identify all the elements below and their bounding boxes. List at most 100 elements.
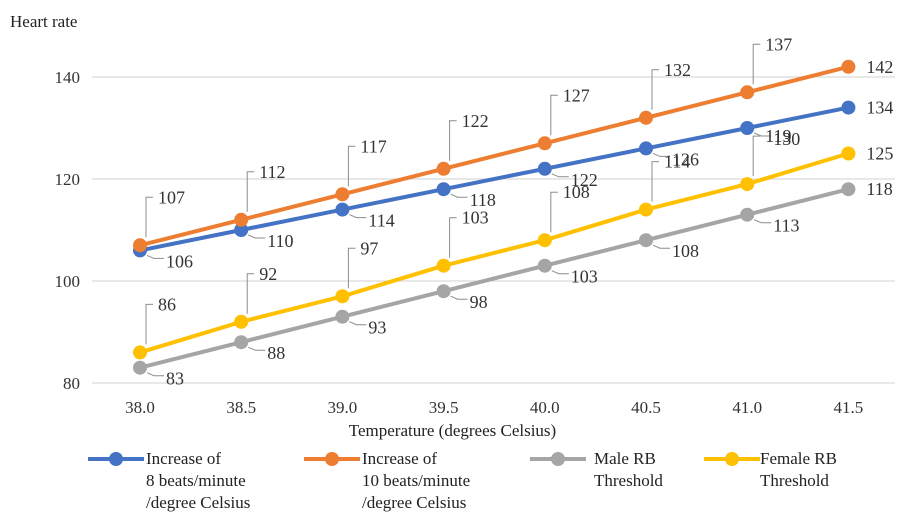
- legend-swatch: [304, 452, 360, 466]
- leader-line: [450, 193, 468, 198]
- data-point: [537, 136, 552, 151]
- leader-line: [450, 295, 468, 300]
- leader-line: [652, 244, 670, 249]
- data-label: 112: [259, 162, 285, 182]
- data-point: [740, 85, 755, 100]
- data-label: 126: [672, 149, 699, 169]
- leader-line: [652, 152, 670, 157]
- data-label: 98: [470, 292, 488, 312]
- data-point: [335, 202, 350, 217]
- series-line: [139, 151, 849, 355]
- y-tick-labels: 80 100 120 140: [55, 68, 81, 393]
- leader-line: [752, 135, 761, 177]
- data-point: [335, 187, 350, 202]
- x-tick-label: 39.5: [429, 398, 459, 417]
- data-label: 108: [672, 241, 699, 261]
- leader-line: [752, 43, 761, 85]
- data-label: 106: [166, 251, 193, 271]
- leader-line: [651, 69, 659, 110]
- x-tick-label: 38.5: [226, 398, 256, 417]
- data-point: [133, 360, 147, 375]
- legend-label: Increase of 8 beats/minute /degree Celsi…: [146, 449, 251, 512]
- legend-swatch: [530, 452, 586, 466]
- data-point: [133, 238, 147, 253]
- leader-line: [551, 270, 569, 275]
- legend-item-male-rb: Male RB Threshold: [530, 448, 663, 492]
- legend-label: Increase of 10 beats/minute /degree Cels…: [362, 449, 471, 512]
- data-label: 93: [368, 318, 386, 338]
- leader-line: [449, 120, 457, 161]
- data-point: [436, 258, 451, 273]
- leader-line: [146, 254, 164, 259]
- data-label: 142: [866, 57, 893, 77]
- data-label: 119: [765, 126, 791, 146]
- data-point: [234, 212, 249, 227]
- leader-line: [550, 94, 558, 136]
- data-label: 114: [664, 152, 690, 172]
- legend-item-female-rb: Female RB Threshold: [704, 448, 837, 492]
- data-point: [740, 207, 755, 222]
- data-point: [841, 182, 856, 197]
- y-tick-label: 140: [55, 68, 81, 87]
- data-point: [639, 202, 653, 217]
- legend: Increase of 8 beats/minute /degree Celsi…: [0, 448, 905, 521]
- data-point: [537, 233, 552, 248]
- leader-line: [145, 303, 153, 345]
- legend-label: Female RB Threshold: [760, 449, 837, 490]
- leader-line: [246, 171, 255, 212]
- leader-line: [754, 219, 772, 224]
- leader-line: [349, 214, 367, 219]
- data-label: 127: [563, 85, 590, 105]
- data-point: [133, 345, 147, 360]
- data-point: [841, 146, 856, 161]
- y-tick-label: 80: [63, 374, 80, 393]
- data-label: 113: [773, 216, 799, 236]
- data-point: [639, 110, 653, 125]
- data-point: [841, 59, 856, 74]
- data-point: [436, 182, 451, 197]
- y-tick-label: 120: [55, 170, 81, 189]
- legend-item-10-beats: Increase of 10 beats/minute /degree Cels…: [304, 448, 470, 514]
- data-label: 110: [267, 231, 293, 251]
- data-point: [335, 309, 350, 324]
- data-point: [335, 289, 350, 304]
- data-label: 122: [571, 170, 598, 190]
- data-labels: 106 110 114 118 122 126 130 134 107 112 117 122 127 1…: [158, 34, 893, 388]
- data-label: 130: [773, 129, 800, 149]
- data-label: 83: [166, 369, 184, 389]
- data-label: 107: [158, 187, 185, 207]
- leader-line: [449, 217, 457, 258]
- series-points: [133, 59, 856, 375]
- leader-line: [550, 191, 558, 233]
- data-point: [841, 100, 856, 115]
- x-tick-label: 41.5: [834, 398, 864, 417]
- x-tick-label: 40.0: [530, 398, 560, 417]
- series-line: [139, 64, 849, 248]
- y-axis-label: Heart rate: [10, 12, 78, 31]
- leader-line: [349, 321, 367, 326]
- data-label: 134: [866, 98, 893, 118]
- x-tick-label: 39.0: [328, 398, 358, 417]
- data-label: 103: [571, 267, 598, 287]
- data-point: [234, 335, 249, 350]
- series-lines: [139, 64, 849, 370]
- leader-line: [347, 145, 356, 187]
- data-point: [639, 233, 653, 248]
- data-point: [537, 258, 552, 273]
- data-point: [639, 141, 653, 156]
- x-axis-label: Temperature (degrees Celsius): [348, 421, 557, 440]
- data-label: 122: [462, 111, 489, 131]
- data-label: 125: [866, 144, 893, 164]
- legend-swatch: [704, 452, 760, 466]
- leader-line: [754, 132, 772, 137]
- data-label: 117: [360, 136, 386, 156]
- data-label: 86: [158, 294, 176, 314]
- data-point: [436, 284, 451, 299]
- data-label: 132: [664, 60, 691, 80]
- x-tick-labels: 38.0 38.5 39.0 39.5 40.0 40.5 41.0 41.5: [125, 398, 863, 417]
- x-tick-label: 40.5: [631, 398, 661, 417]
- leader-line: [651, 161, 659, 202]
- leader-line: [347, 247, 356, 289]
- leader-line: [145, 196, 153, 238]
